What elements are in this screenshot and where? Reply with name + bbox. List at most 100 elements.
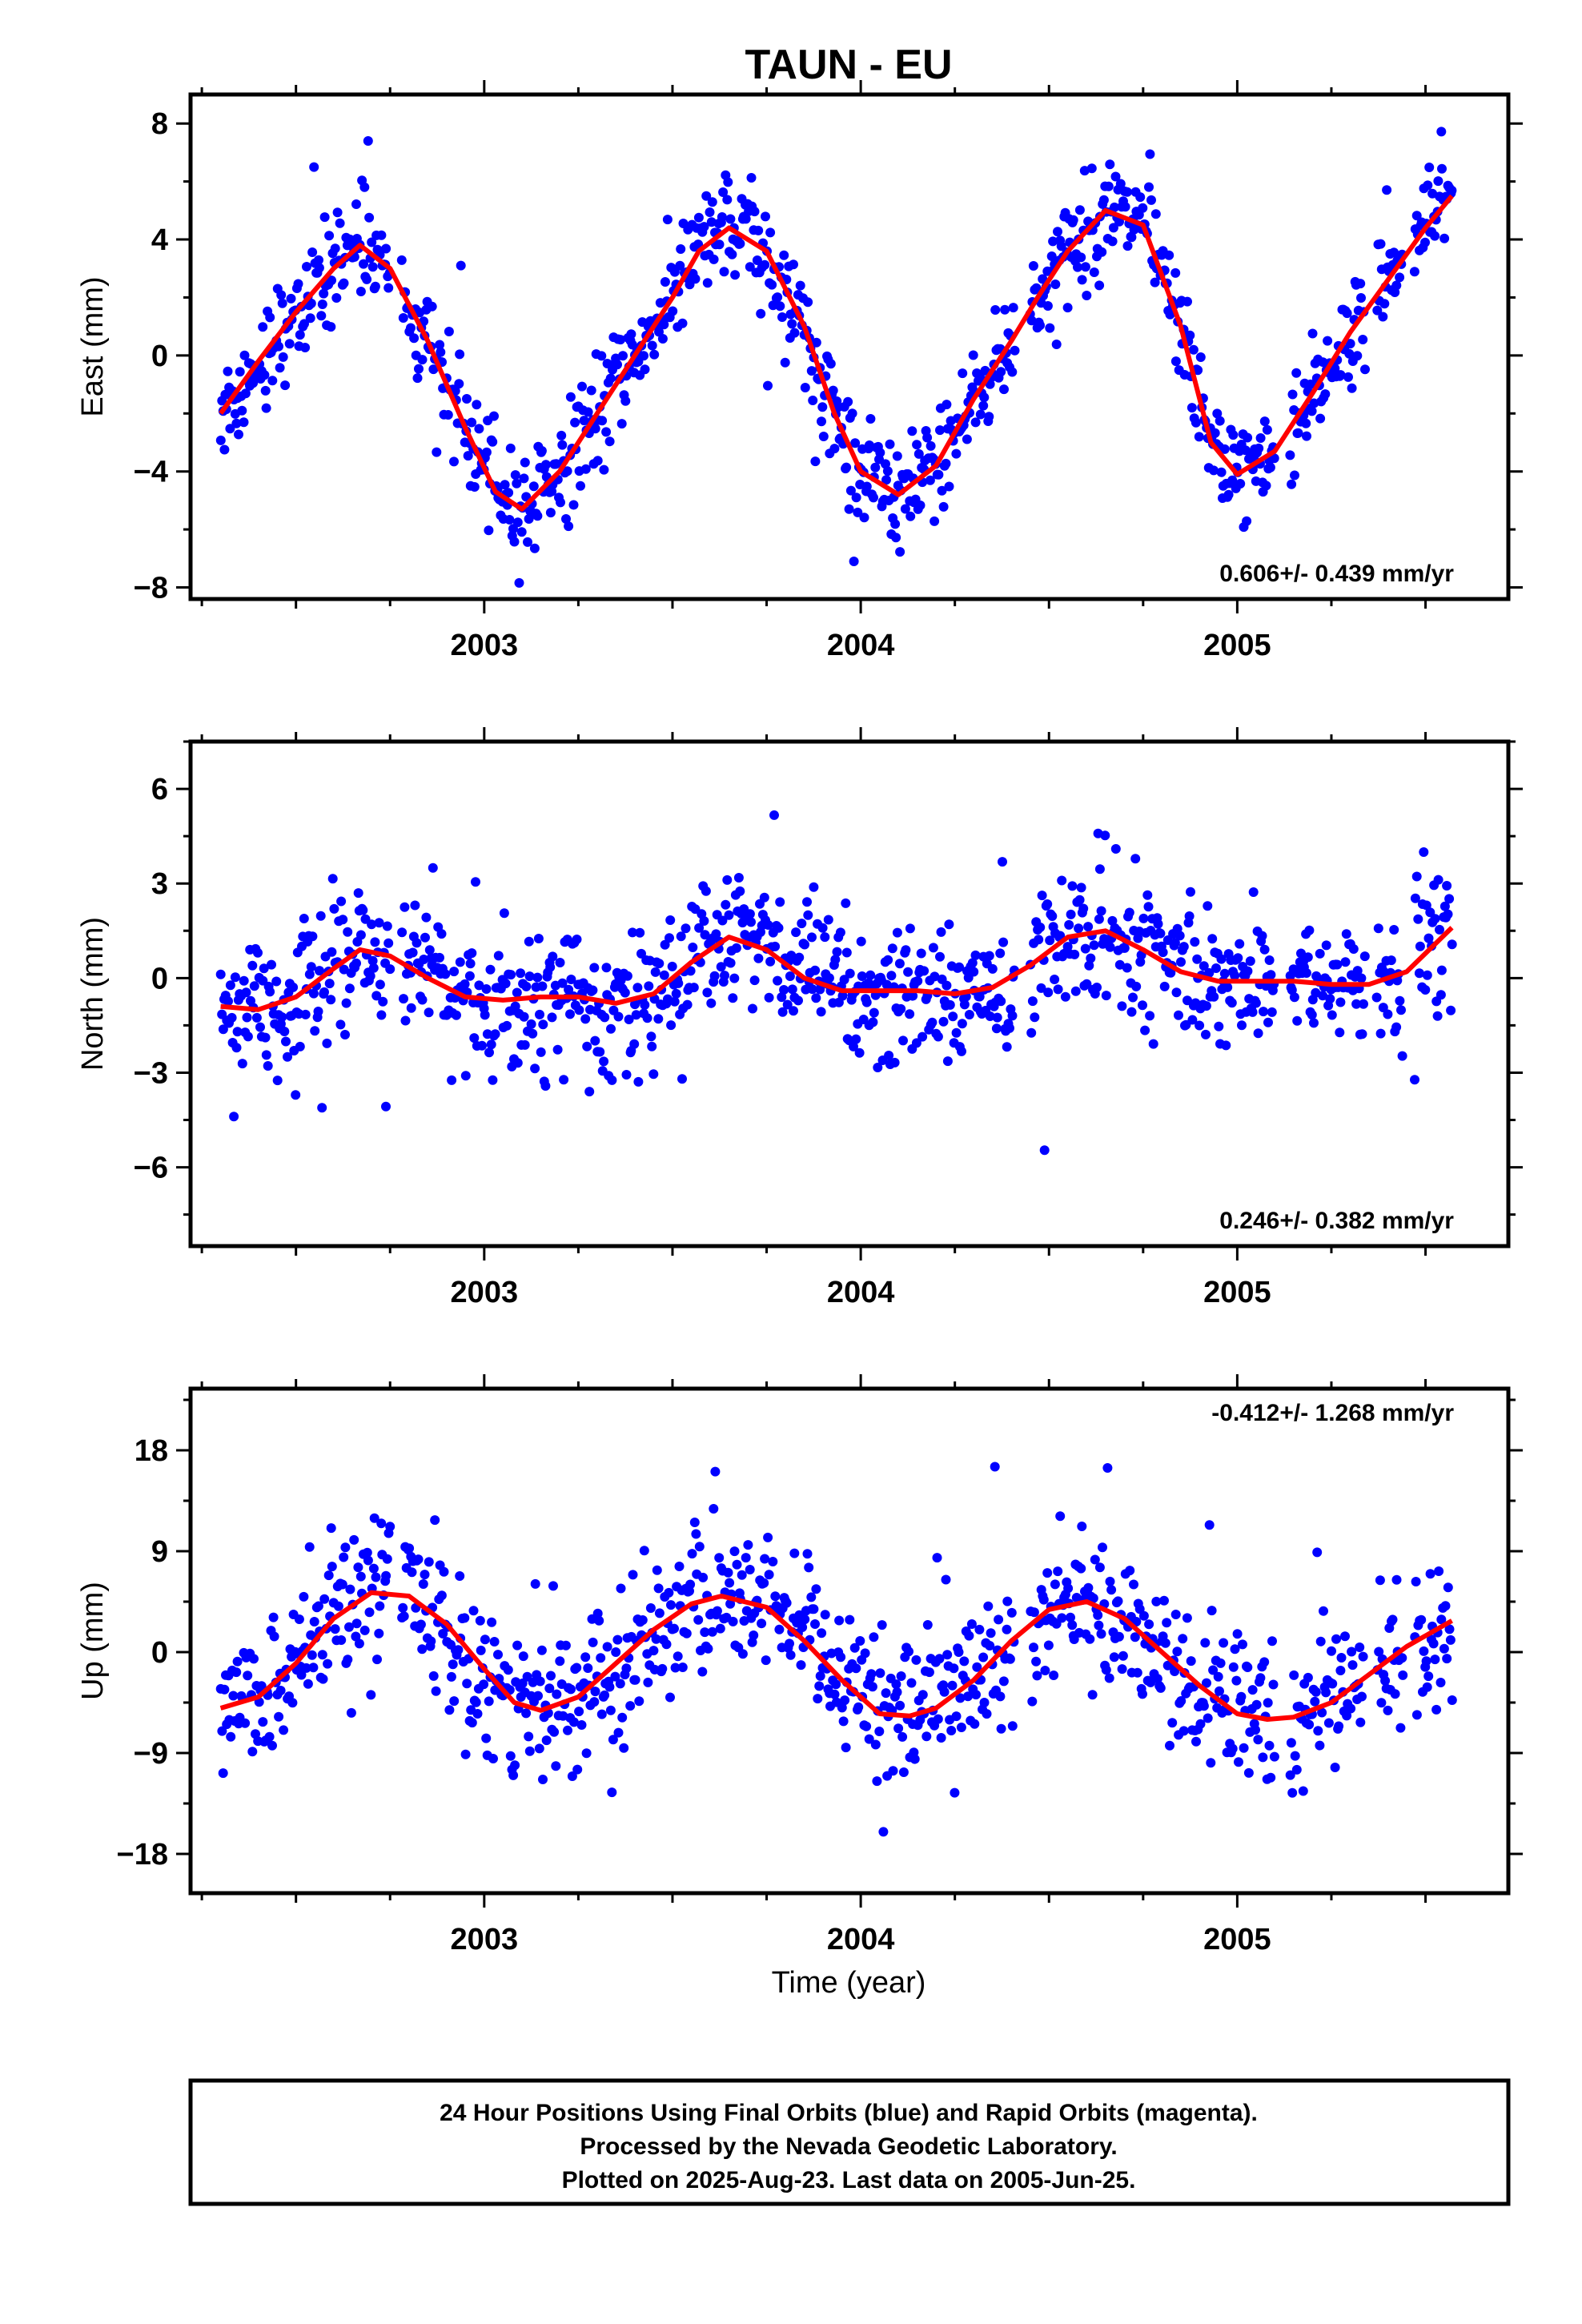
data-point <box>626 329 636 340</box>
data-point <box>1442 1654 1452 1664</box>
data-point <box>838 1716 849 1727</box>
data-point <box>969 967 979 977</box>
data-point <box>633 1076 644 1087</box>
data-point <box>431 1686 441 1696</box>
data-point <box>815 1671 825 1681</box>
data-point <box>1055 1511 1066 1522</box>
data-point <box>1263 1017 1273 1027</box>
data-point <box>225 980 235 991</box>
data-point <box>763 380 773 391</box>
data-point <box>227 1012 237 1023</box>
data-point <box>398 313 408 323</box>
data-point <box>1447 185 1457 195</box>
data-point <box>763 920 773 930</box>
data-point <box>1321 1687 1331 1698</box>
data-point <box>938 501 949 512</box>
data-point <box>1184 911 1195 921</box>
data-point <box>962 434 972 444</box>
data-point <box>1435 1678 1446 1687</box>
y-tick-label: 0 <box>151 962 168 995</box>
data-point <box>551 459 561 469</box>
data-point <box>536 1047 546 1057</box>
data-point <box>806 1592 817 1602</box>
data-point <box>946 1726 957 1735</box>
data-point <box>481 1733 492 1743</box>
data-point <box>1315 1740 1325 1751</box>
data-point <box>308 1663 319 1673</box>
data-point <box>584 1087 595 1097</box>
data-point <box>1238 1639 1247 1650</box>
data-point <box>1084 960 1094 971</box>
data-point <box>1235 479 1246 489</box>
data-point <box>469 482 480 492</box>
data-point <box>892 927 902 938</box>
data-point <box>789 328 800 338</box>
data-point <box>1105 159 1115 170</box>
data-point <box>484 525 494 536</box>
data-point <box>950 1787 960 1798</box>
data-point <box>1110 171 1121 182</box>
data-point <box>1228 1662 1239 1672</box>
data-point <box>1430 1655 1440 1665</box>
data-point <box>412 373 423 384</box>
y-tick-label: 6 <box>151 773 168 806</box>
data-point <box>518 1651 528 1662</box>
data-point <box>912 440 922 450</box>
data-point <box>528 1028 538 1039</box>
data-point <box>1077 275 1087 285</box>
data-point <box>1160 1638 1170 1648</box>
data-point <box>665 933 674 943</box>
data-point <box>1063 1583 1074 1594</box>
data-point <box>413 1554 424 1565</box>
data-point <box>474 980 484 991</box>
data-point <box>1386 955 1396 966</box>
data-point <box>1243 966 1253 976</box>
data-point <box>1145 149 1155 159</box>
data-point <box>618 351 628 361</box>
data-point <box>302 262 311 271</box>
data-point <box>432 447 442 457</box>
data-point <box>1119 943 1130 953</box>
data-point <box>366 1690 376 1700</box>
data-point <box>562 466 572 476</box>
data-point <box>1340 957 1351 967</box>
data-point <box>1259 1657 1270 1667</box>
data-point <box>1076 883 1086 893</box>
data-point <box>681 923 691 934</box>
data-point <box>677 1074 687 1084</box>
data-point <box>326 322 336 332</box>
data-point <box>607 1787 617 1798</box>
data-point <box>1042 899 1053 909</box>
data-point <box>1094 280 1105 291</box>
data-point <box>317 300 327 309</box>
data-point <box>615 1679 625 1689</box>
data-point <box>368 963 379 973</box>
data-point <box>371 991 382 1001</box>
data-point <box>654 1608 665 1618</box>
data-point <box>241 987 251 998</box>
data-point <box>359 259 368 269</box>
data-point <box>904 1647 913 1657</box>
data-point <box>951 448 962 459</box>
data-point <box>768 300 778 311</box>
data-point <box>521 1708 532 1719</box>
data-point <box>620 396 631 406</box>
data-point <box>1074 895 1085 905</box>
data-point <box>668 306 678 316</box>
data-point <box>628 1570 638 1580</box>
data-point <box>1172 1647 1182 1657</box>
data-point <box>941 458 951 468</box>
data-point <box>1176 957 1186 967</box>
data-point <box>399 994 408 1004</box>
data-point <box>882 466 893 476</box>
data-point <box>1057 875 1067 886</box>
data-point <box>843 396 853 407</box>
data-point <box>1232 1629 1243 1639</box>
data-point <box>1231 1675 1242 1686</box>
data-point <box>773 292 783 303</box>
data-point <box>1138 1000 1147 1011</box>
y-tick-label: 0 <box>151 1636 168 1670</box>
data-point <box>533 1691 543 1701</box>
data-point <box>1086 163 1097 174</box>
data-point <box>1424 163 1435 172</box>
